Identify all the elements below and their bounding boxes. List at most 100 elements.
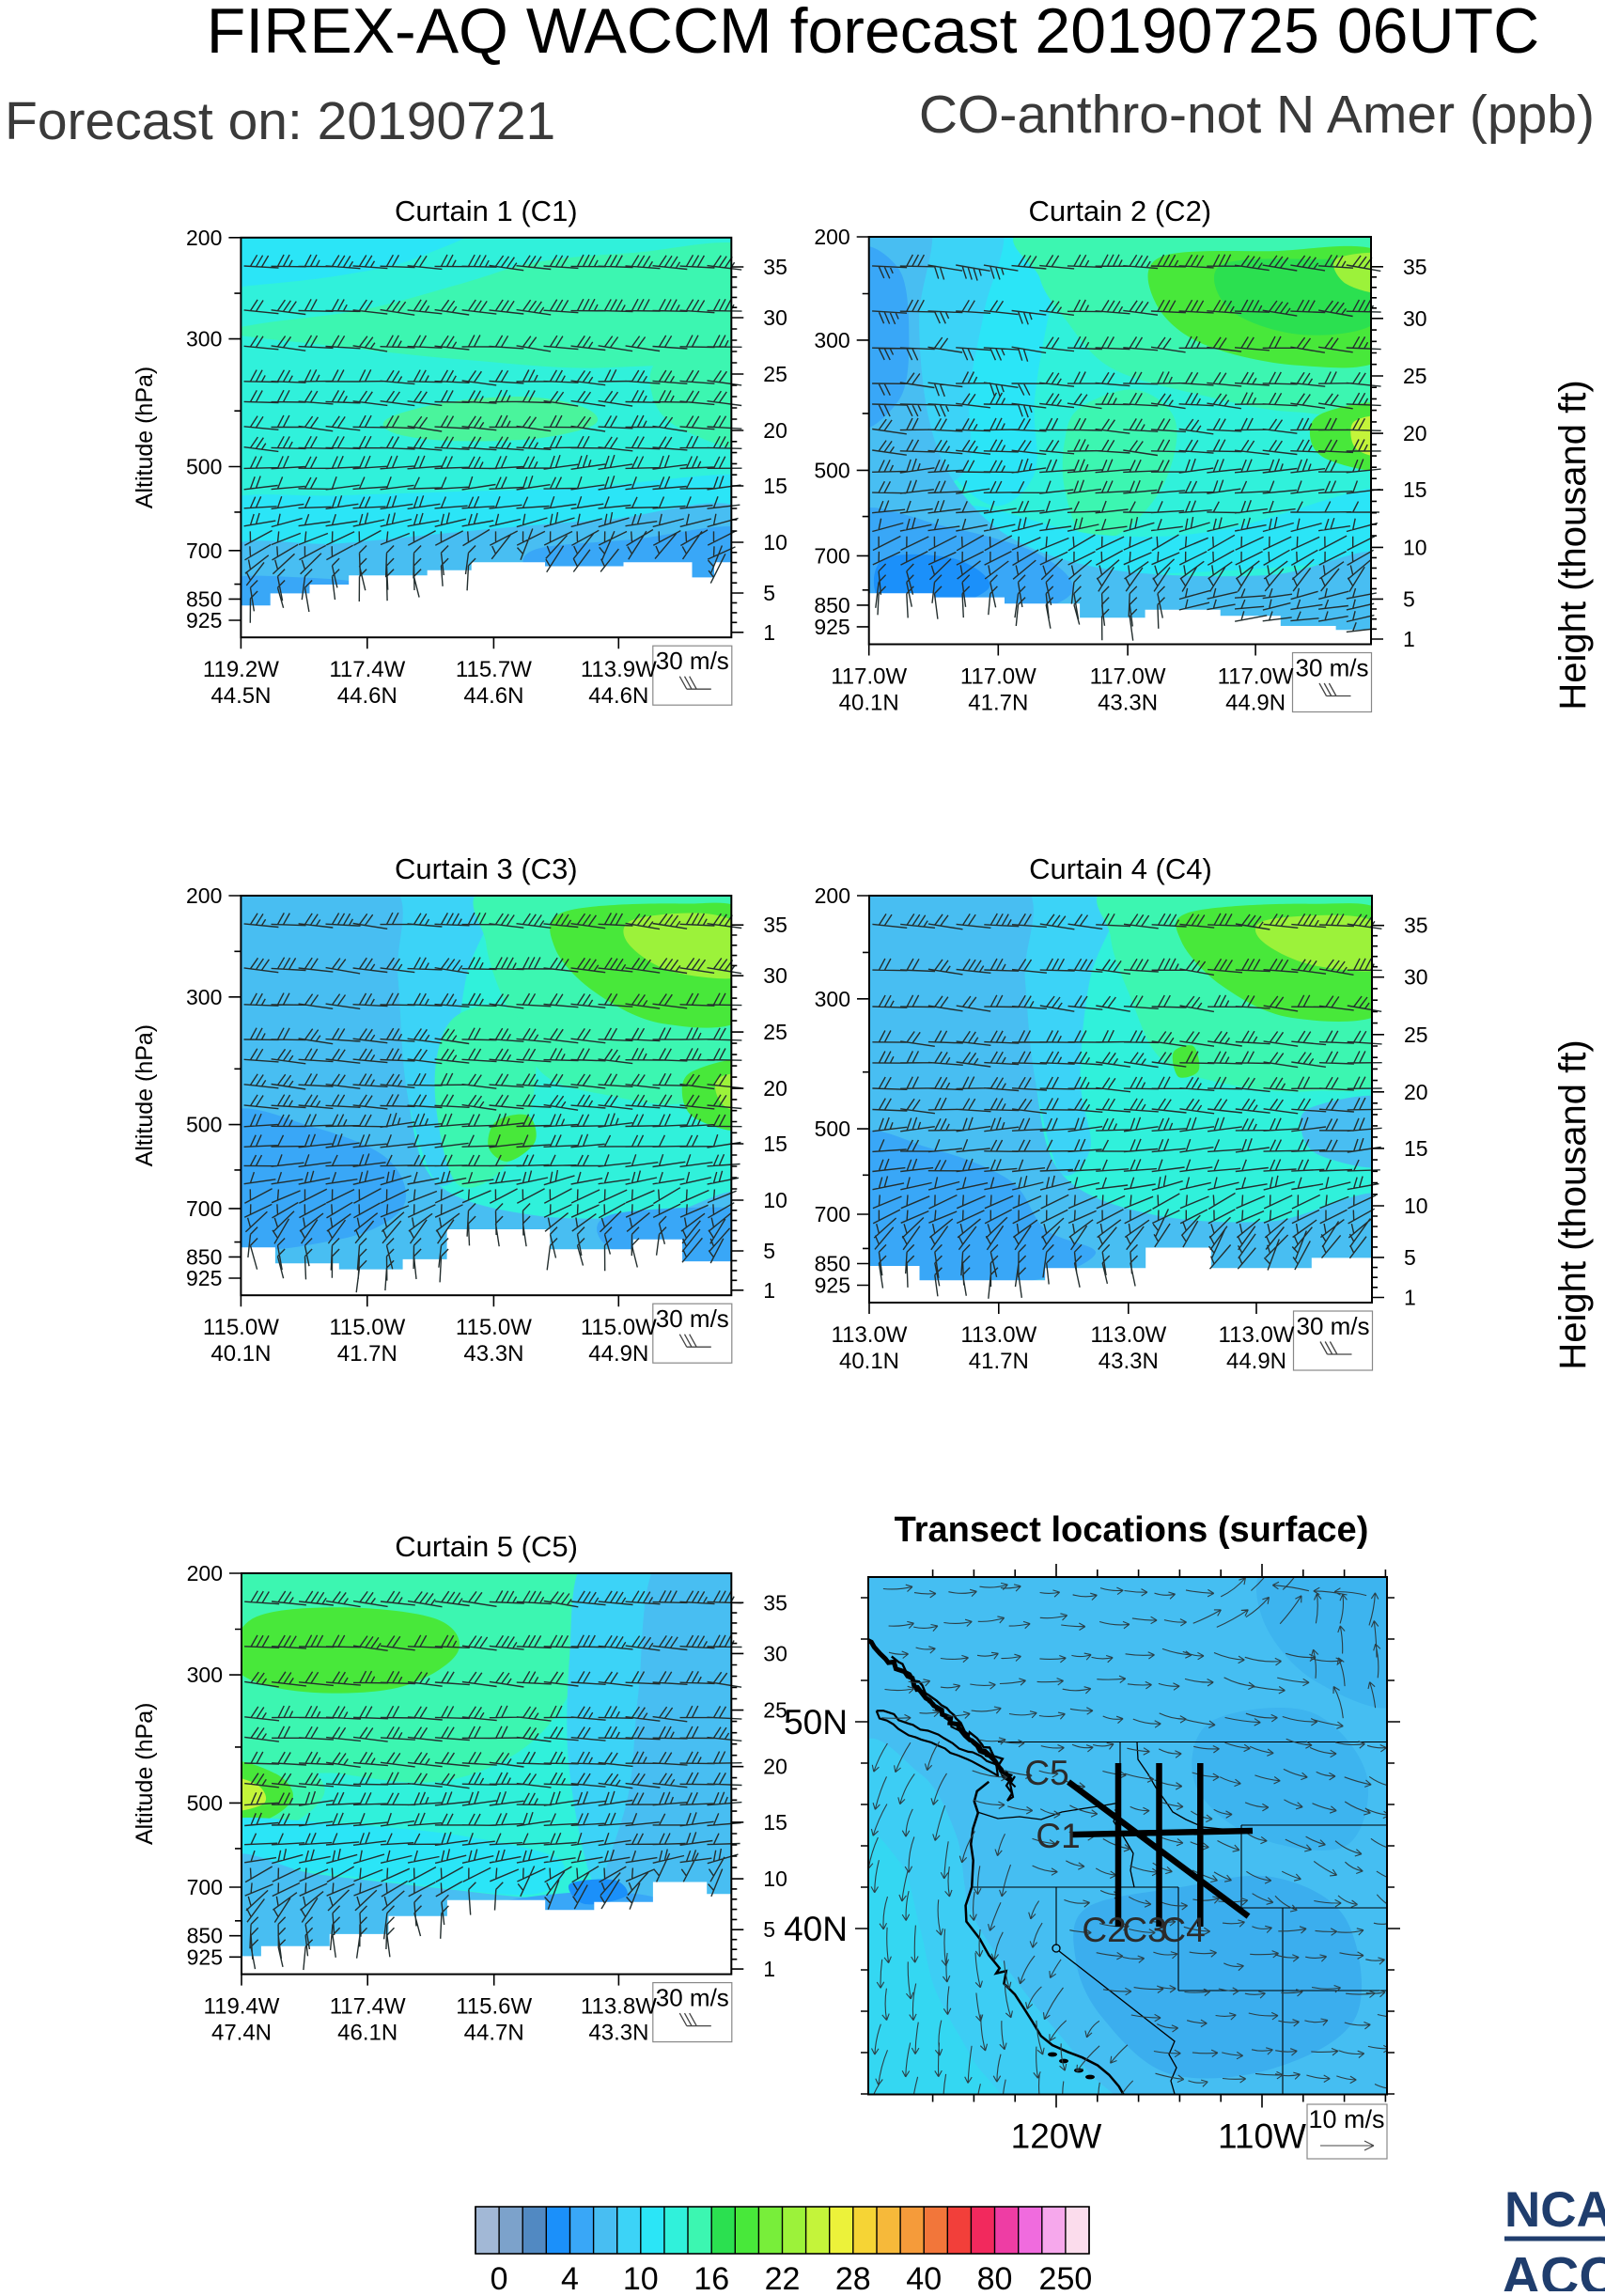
svg-text:117.0W: 117.0W xyxy=(1090,664,1166,690)
svg-text:C2: C2 xyxy=(1082,1911,1126,1949)
svg-text:43.3N: 43.3N xyxy=(1099,1349,1159,1374)
svg-text:700: 700 xyxy=(815,1202,850,1226)
svg-text:30 m/s: 30 m/s xyxy=(1296,1312,1369,1340)
svg-text:41.7N: 41.7N xyxy=(337,1341,397,1367)
svg-text:40.1N: 40.1N xyxy=(839,691,899,716)
svg-text:200: 200 xyxy=(186,226,222,250)
svg-text:Curtain 4 (C4): Curtain 4 (C4) xyxy=(1029,852,1212,885)
svg-text:44.7N: 44.7N xyxy=(464,2021,524,2046)
svg-text:850: 850 xyxy=(186,586,222,611)
svg-text:35: 35 xyxy=(1403,255,1427,279)
svg-text:115.0W: 115.0W xyxy=(329,1315,405,1340)
svg-text:115.0W: 115.0W xyxy=(581,1315,657,1340)
svg-text:30 m/s: 30 m/s xyxy=(656,1304,729,1333)
svg-text:5: 5 xyxy=(1404,1245,1416,1270)
svg-text:22: 22 xyxy=(765,2261,801,2291)
svg-text:700: 700 xyxy=(186,1196,222,1221)
svg-text:15: 15 xyxy=(1403,477,1427,502)
svg-text:CO-anthro-not N Amer (ppb): CO-anthro-not N Amer (ppb) xyxy=(919,85,1595,145)
svg-text:1: 1 xyxy=(1404,1286,1416,1310)
svg-text:35: 35 xyxy=(763,913,787,937)
svg-text:NCAR: NCAR xyxy=(1504,2182,1605,2238)
svg-text:25: 25 xyxy=(1404,1023,1428,1047)
svg-text:C3: C3 xyxy=(1122,1911,1166,1949)
svg-text:20: 20 xyxy=(763,1755,787,1779)
svg-text:47.4N: 47.4N xyxy=(211,2021,272,2046)
svg-text:119.4W: 119.4W xyxy=(204,1994,280,2020)
svg-text:30 m/s: 30 m/s xyxy=(656,1984,729,2012)
svg-text:500: 500 xyxy=(815,1117,850,1141)
svg-text:925: 925 xyxy=(814,615,849,639)
svg-text:40: 40 xyxy=(906,2261,942,2291)
svg-text:1: 1 xyxy=(763,1957,775,1981)
svg-text:40N: 40N xyxy=(784,1910,848,1948)
svg-text:850: 850 xyxy=(187,1924,223,1948)
svg-text:43.3N: 43.3N xyxy=(1098,691,1158,716)
svg-text:25: 25 xyxy=(1403,364,1427,388)
svg-text:500: 500 xyxy=(187,1790,223,1815)
svg-text:0: 0 xyxy=(491,2261,508,2291)
svg-text:20: 20 xyxy=(1403,421,1427,445)
svg-text:15: 15 xyxy=(763,1132,787,1156)
svg-text:113.0W: 113.0W xyxy=(1219,1322,1295,1348)
svg-text:925: 925 xyxy=(187,1945,223,1969)
svg-text:15: 15 xyxy=(763,1810,787,1835)
svg-text:44.6N: 44.6N xyxy=(588,683,648,709)
svg-text:117.4W: 117.4W xyxy=(330,1994,406,2020)
svg-text:110W: 110W xyxy=(1218,2117,1306,2156)
svg-text:115.0W: 115.0W xyxy=(203,1315,279,1340)
svg-text:113.0W: 113.0W xyxy=(960,1322,1036,1348)
svg-text:10 m/s: 10 m/s xyxy=(1308,2105,1384,2133)
svg-text:850: 850 xyxy=(186,1244,222,1269)
svg-text:Forecast on: 20190721: Forecast on: 20190721 xyxy=(5,91,555,151)
svg-text:5: 5 xyxy=(763,1239,775,1263)
svg-text:30: 30 xyxy=(763,1641,787,1665)
svg-text:115.0W: 115.0W xyxy=(456,1315,532,1340)
svg-text:46.1N: 46.1N xyxy=(337,2021,397,2046)
svg-text:10: 10 xyxy=(763,530,787,554)
svg-text:4: 4 xyxy=(561,2261,579,2291)
svg-text:1: 1 xyxy=(1403,627,1415,651)
svg-text:200: 200 xyxy=(815,883,850,908)
svg-text:Altitude (hPa): Altitude (hPa) xyxy=(132,1024,158,1166)
svg-text:200: 200 xyxy=(186,883,222,908)
svg-text:300: 300 xyxy=(187,1663,223,1687)
svg-text:20: 20 xyxy=(763,418,787,443)
svg-text:117.0W: 117.0W xyxy=(960,664,1036,690)
svg-text:25: 25 xyxy=(763,1020,787,1044)
svg-text:850: 850 xyxy=(814,593,849,617)
svg-text:5: 5 xyxy=(1403,586,1415,611)
svg-text:41.7N: 41.7N xyxy=(968,691,1028,716)
svg-text:44.9N: 44.9N xyxy=(1226,1349,1286,1374)
svg-text:10: 10 xyxy=(623,2261,659,2291)
svg-text:925: 925 xyxy=(186,1266,222,1290)
svg-text:FIREX-AQ WACCM forecast 201907: FIREX-AQ WACCM forecast 20190725 06UTC xyxy=(207,0,1539,67)
svg-text:50N: 50N xyxy=(784,1703,848,1742)
svg-text:113.8W: 113.8W xyxy=(581,1994,657,2020)
svg-text:Height (thousand ft): Height (thousand ft) xyxy=(1552,380,1594,710)
svg-text:40.1N: 40.1N xyxy=(839,1349,899,1374)
svg-text:Height (thousand ft): Height (thousand ft) xyxy=(1552,1039,1594,1369)
svg-text:30: 30 xyxy=(763,305,787,330)
svg-text:5: 5 xyxy=(763,581,775,605)
svg-text:120W: 120W xyxy=(1011,2117,1102,2156)
svg-text:113.0W: 113.0W xyxy=(832,1322,908,1348)
svg-text:28: 28 xyxy=(835,2261,871,2291)
svg-text:500: 500 xyxy=(186,1113,222,1137)
svg-text:500: 500 xyxy=(814,458,849,482)
svg-text:Altitude (hPa): Altitude (hPa) xyxy=(132,367,158,508)
svg-text:925: 925 xyxy=(186,608,222,633)
svg-text:10: 10 xyxy=(1404,1194,1428,1218)
svg-text:700: 700 xyxy=(186,539,222,563)
svg-text:20: 20 xyxy=(1404,1080,1428,1104)
svg-text:250: 250 xyxy=(1039,2261,1093,2291)
svg-text:300: 300 xyxy=(186,985,222,1009)
svg-text:Curtain 2 (C2): Curtain 2 (C2) xyxy=(1028,195,1211,227)
svg-text:Altitude (hPa): Altitude (hPa) xyxy=(132,1703,158,1845)
svg-text:25: 25 xyxy=(763,1698,787,1723)
svg-text:C4: C4 xyxy=(1161,1911,1205,1949)
svg-text:44.9N: 44.9N xyxy=(588,1341,648,1367)
svg-text:44.9N: 44.9N xyxy=(1225,691,1286,716)
svg-text:43.3N: 43.3N xyxy=(463,1341,523,1367)
svg-text:300: 300 xyxy=(186,327,222,351)
